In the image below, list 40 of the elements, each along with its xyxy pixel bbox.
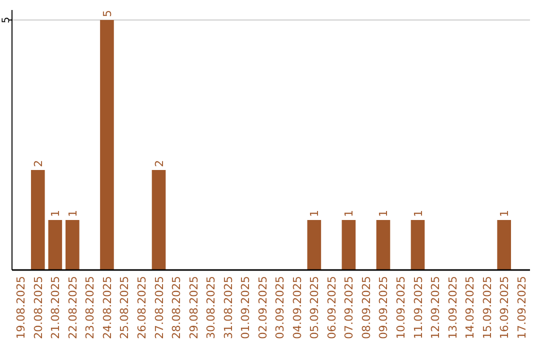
x-tick-label: 10.09.2025 (394, 276, 408, 339)
x-tick-label: 13.09.2025 (446, 276, 460, 339)
x-tick-label: 29.08.2025 (187, 276, 200, 339)
data-label: 2 (32, 160, 45, 167)
x-tick-label: 09.09.2025 (377, 276, 390, 339)
data-label: 1 (342, 210, 356, 217)
x-tick-label: 23.08.2025 (84, 276, 97, 339)
x-tick-label: 07.09.2025 (342, 276, 356, 339)
data-label: 1 (66, 210, 80, 217)
x-tick-label: 22.08.2025 (66, 276, 80, 339)
x-tick-label: 25.08.2025 (118, 276, 132, 339)
data-label: 1 (308, 210, 322, 217)
x-tick-label: 11.09.2025 (412, 276, 425, 339)
data-label: 5 (100, 10, 114, 17)
x-tick-label: 05.09.2025 (308, 276, 322, 339)
x-tick-label: 24.08.2025 (100, 276, 114, 339)
x-tick-label: 31.08.2025 (222, 276, 235, 339)
x-tick-label: 20.08.2025 (32, 276, 45, 339)
x-tick-label: 15.09.2025 (480, 276, 494, 339)
x-tick-label: 19.08.2025 (14, 276, 28, 339)
x-tick-label: 01.09.2025 (239, 276, 252, 339)
x-tick-label: 28.08.2025 (170, 276, 184, 339)
data-label: 1 (377, 210, 390, 217)
x-tick-label: 30.08.2025 (204, 276, 218, 339)
data-label: 2 (152, 160, 166, 167)
x-tick-label: 21.08.2025 (49, 276, 62, 339)
x-tick-label: 26.08.2025 (136, 276, 148, 339)
x-tick-label: 17.09.2025 (515, 276, 528, 339)
x-tick-label: 27.08.2025 (152, 276, 166, 339)
x-tick-label: 03.09.2025 (274, 276, 287, 339)
x-tick-label: 06.09.2025 (325, 276, 338, 339)
x-tick-label: 12.09.2025 (429, 276, 442, 339)
data-label: 1 (498, 210, 512, 217)
x-tick-label: 08.09.2025 (360, 276, 373, 339)
x-tick-label: 04.09.2025 (290, 276, 304, 339)
x-tick-label: 14.09.2025 (464, 276, 477, 339)
data-label: 1 (412, 210, 425, 217)
x-tick-label: 16.09.2025 (498, 276, 512, 339)
data-label: 1 (49, 210, 62, 217)
x-tick-label: 02.09.2025 (256, 276, 270, 339)
